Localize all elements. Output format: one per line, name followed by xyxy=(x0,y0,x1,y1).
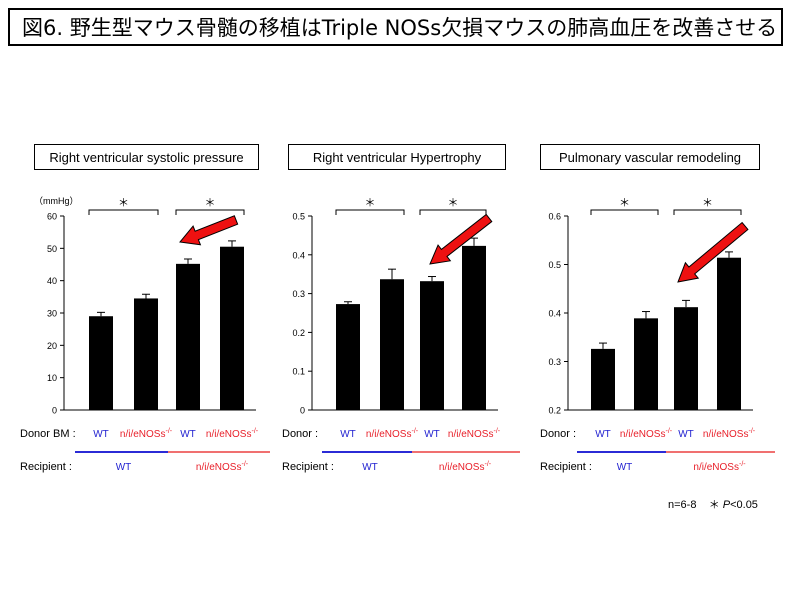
y-tick-label: 0.2 xyxy=(292,328,305,338)
y-unit-label: （mmHg） xyxy=(34,196,79,206)
significance-star: ＊ xyxy=(365,197,376,209)
significance-star: ＊ xyxy=(118,197,129,209)
donor-row-label: Donor : xyxy=(540,428,576,440)
bar xyxy=(674,307,698,410)
y-tick-label: 0.5 xyxy=(548,260,561,270)
donor-label-superscript: -/- xyxy=(411,428,418,435)
y-tick-label: 20 xyxy=(47,341,57,351)
panel-title-rvsp-text: Right ventricular systolic pressure xyxy=(49,149,244,165)
highlight-arrow xyxy=(179,215,239,246)
panel-title-rvh-text: Right ventricular Hypertrophy xyxy=(312,149,482,165)
y-tick-label: 30 xyxy=(47,309,57,319)
donor-label: WT xyxy=(340,429,356,440)
recipient-label-superscript: -/- xyxy=(739,461,746,468)
recipient-row-label: Recipient : xyxy=(282,461,334,473)
donor-label: WT xyxy=(424,429,440,440)
significance-bracket xyxy=(335,209,405,215)
bar xyxy=(591,348,615,410)
highlight-arrow-group xyxy=(429,213,493,265)
donor-label-superscript: -/- xyxy=(748,428,755,435)
footnote-n: n=6-8 xyxy=(668,499,697,511)
donor-label: WT xyxy=(180,429,196,440)
y-tick-label: 0 xyxy=(52,406,57,416)
donor-label: n/i/eNOSs-/- xyxy=(703,428,756,440)
donor-label-superscript: -/- xyxy=(165,428,172,435)
chart-pvr: 0.2 0.3 0.4 0.5 0.6 ＊ ＊ Donor : WT n/i/eNOSs-/- WT… xyxy=(540,197,775,473)
recipient-label: WT xyxy=(116,462,132,473)
significance-star: ＊ xyxy=(205,197,216,209)
y-tick-label: 0.1 xyxy=(292,367,305,377)
y-tick-label: 0.3 xyxy=(292,289,305,299)
bar xyxy=(134,298,158,410)
recipient-label: n/i/eNOSs-/- xyxy=(693,461,746,473)
y-tick-label: 50 xyxy=(47,244,57,254)
donor-label: n/i/eNOSs-/- xyxy=(448,428,501,440)
footnote-p-rest: <0.05 xyxy=(730,499,758,511)
y-tick-label: 0.4 xyxy=(292,250,305,260)
footnote-star: ＊ xyxy=(708,499,720,511)
highlight-arrow xyxy=(677,221,749,283)
y-tick-label: 0.6 xyxy=(548,212,561,222)
y-tick-label: 0.4 xyxy=(548,309,561,319)
bar xyxy=(380,279,404,410)
slide-title: 図6. 野生型マウス骨髄の移植はTriple NOSs欠損マウスの肺高血圧を改善… xyxy=(8,8,783,46)
donor-label: WT xyxy=(678,429,694,440)
recipient-label: WT xyxy=(617,462,633,473)
bar xyxy=(420,281,444,410)
recipient-row-label: Recipient : xyxy=(20,461,72,473)
y-tick-label: 0.3 xyxy=(548,357,561,367)
significance-bracket xyxy=(175,209,245,215)
slide-title-text: 図6. 野生型マウス骨髄の移植はTriple NOSs欠損マウスの肺高血圧を改善… xyxy=(22,16,778,40)
donor-label: n/i/eNOSs-/- xyxy=(120,428,173,440)
chart-rvh: 0 0.1 0.2 0.3 0.4 0.5 ＊ ＊ Donor : WT n/i/eNOSs-/- W… xyxy=(282,197,520,473)
y-tick-label: 0.2 xyxy=(548,406,561,416)
y-tick-label: 10 xyxy=(47,373,57,383)
y-tick-label: 0 xyxy=(300,406,305,416)
y-tick-label: 60 xyxy=(47,212,57,222)
donor-label: WT xyxy=(595,429,611,440)
highlight-arrow xyxy=(429,213,493,265)
significance-star: ＊ xyxy=(448,197,459,209)
donor-label: n/i/eNOSs-/- xyxy=(206,428,259,440)
donor-label: WT xyxy=(93,429,109,440)
significance-bracket xyxy=(419,209,487,215)
bar xyxy=(220,246,244,410)
bar xyxy=(462,245,486,410)
recipient-row-label: Recipient : xyxy=(540,461,592,473)
recipient-label: WT xyxy=(362,462,378,473)
highlight-arrow-group xyxy=(677,221,749,283)
significance-bracket xyxy=(88,209,159,215)
significance-bracket xyxy=(673,209,742,215)
highlight-arrow-group xyxy=(179,215,239,246)
donor-row-label: Donor BM : xyxy=(20,428,76,440)
donor-label-superscript: -/- xyxy=(493,428,500,435)
recipient-label: n/i/eNOSs-/- xyxy=(439,461,492,473)
bar xyxy=(336,304,360,410)
recipient-label: n/i/eNOSs-/- xyxy=(196,461,249,473)
chart-rvsp: （mmHg） 0 10 20 30 40 50 60 ＊ ＊ Donor BM : WT n/i/eNO… xyxy=(20,196,270,473)
bar xyxy=(717,257,741,410)
panel-title-pvr: Pulmonary vascular remodeling xyxy=(540,144,760,170)
significance-bracket xyxy=(590,209,659,215)
significance-star: ＊ xyxy=(702,197,713,209)
significance-star: ＊ xyxy=(619,197,630,209)
y-tick-label: 40 xyxy=(47,276,57,286)
panel-title-rvh: Right ventricular Hypertrophy xyxy=(288,144,506,170)
panel-title-rvsp: Right ventricular systolic pressure xyxy=(34,144,259,170)
footnote-p: P xyxy=(722,499,731,511)
donor-label: n/i/eNOSs-/- xyxy=(366,428,419,440)
recipient-label-superscript: -/- xyxy=(484,461,491,468)
footnote: n=6-8 ＊ P<0.05 xyxy=(668,496,758,512)
donor-label-superscript: -/- xyxy=(665,428,672,435)
donor-row-label: Donor : xyxy=(282,428,318,440)
recipient-label-superscript: -/- xyxy=(241,461,248,468)
donor-label: n/i/eNOSs-/- xyxy=(620,428,673,440)
bar xyxy=(89,316,113,410)
bar xyxy=(634,318,658,410)
donor-label-superscript: -/- xyxy=(251,428,258,435)
bar xyxy=(176,263,200,410)
panel-title-pvr-text: Pulmonary vascular remodeling xyxy=(558,149,742,165)
y-tick-label: 0.5 xyxy=(292,212,305,222)
